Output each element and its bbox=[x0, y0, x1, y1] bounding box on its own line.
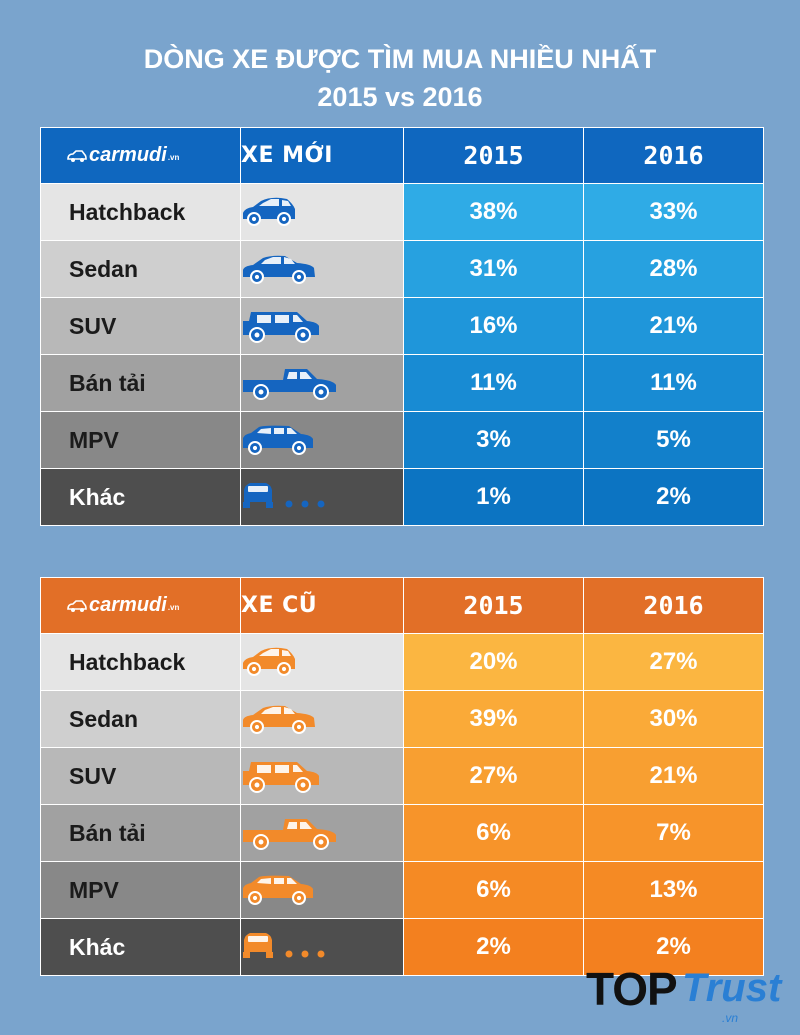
value-2015: 1% bbox=[403, 468, 584, 526]
table-row: SUV 27% 21% bbox=[40, 747, 764, 805]
value-2016: 27% bbox=[583, 633, 764, 691]
other-car-icon bbox=[243, 483, 325, 508]
value-2015: 6% bbox=[403, 804, 584, 862]
carmudi-logo: carmudi .vn bbox=[41, 594, 240, 617]
value-2016: 2% bbox=[583, 468, 764, 526]
page-title: DÒNG XE ĐƯỢC TÌM MUA NHIỀU NHẤT 2015 vs … bbox=[0, 40, 800, 116]
row-icon-cell bbox=[240, 240, 404, 298]
sedan-car-icon bbox=[243, 255, 315, 284]
row-label: SUV bbox=[40, 747, 241, 805]
brand-suffix: .vn bbox=[167, 153, 180, 162]
hatchback-car-icon bbox=[243, 197, 295, 226]
value-2015: 20% bbox=[403, 633, 584, 691]
row-icon-cell bbox=[240, 861, 404, 919]
value-2015: 38% bbox=[403, 183, 584, 241]
value-2015: 3% bbox=[403, 411, 584, 469]
brand-name: carmudi bbox=[89, 594, 167, 616]
title-line-1: DÒNG XE ĐƯỢC TÌM MUA NHIỀU NHẤT bbox=[143, 44, 657, 74]
toptrust-watermark: TOP Trust .vn bbox=[586, 958, 786, 1028]
watermark-domain: .vn bbox=[722, 1011, 739, 1025]
column-header-2015: 2015 bbox=[403, 127, 584, 184]
value-2015: 31% bbox=[403, 240, 584, 298]
suv-car-icon bbox=[243, 762, 319, 793]
table-row: MPV 6% 13% bbox=[40, 861, 764, 919]
value-2016: 5% bbox=[583, 411, 764, 469]
row-icon-cell bbox=[240, 468, 404, 526]
other-car-icon bbox=[243, 933, 325, 958]
row-label: Bán tải bbox=[40, 354, 241, 412]
sedan-car-icon bbox=[243, 705, 315, 734]
brand-name: carmudi bbox=[89, 144, 167, 166]
row-label: MPV bbox=[40, 411, 241, 469]
value-2016: 21% bbox=[583, 747, 764, 805]
value-2016: 2% bbox=[583, 918, 764, 976]
table-row: Bán tải 11% 11% bbox=[40, 354, 764, 412]
value-2015: 39% bbox=[403, 690, 584, 748]
row-icon-cell bbox=[240, 297, 404, 355]
value-2016: 30% bbox=[583, 690, 764, 748]
hatchback-car-icon bbox=[243, 647, 295, 676]
carmudi-logo-icon bbox=[67, 149, 87, 162]
value-2015: 2% bbox=[403, 918, 584, 976]
pickup-truck-icon bbox=[243, 369, 336, 400]
row-icon-cell bbox=[240, 411, 404, 469]
table-row: SUV 16% 21% bbox=[40, 297, 764, 355]
suv-car-icon bbox=[243, 312, 319, 343]
row-label: Hatchback bbox=[40, 633, 241, 691]
table-row: Hatchback 20% 27% bbox=[40, 633, 764, 691]
brand-cell: carmudi .vn bbox=[40, 127, 241, 184]
row-label: Khác bbox=[40, 918, 241, 976]
row-label: Sedan bbox=[40, 240, 241, 298]
value-2015: 27% bbox=[403, 747, 584, 805]
new-cars-table: carmudi .vn XE MỚI 2015 2016 Hatchback 38… bbox=[40, 127, 764, 526]
column-header-2016: 2016 bbox=[583, 577, 764, 634]
value-2016: 7% bbox=[583, 804, 764, 862]
table-header: carmudi .vn XE CŨ 2015 2016 bbox=[40, 577, 764, 634]
value-2016: 28% bbox=[583, 240, 764, 298]
column-header-2016: 2016 bbox=[583, 127, 764, 184]
row-icon-cell bbox=[240, 633, 404, 691]
value-2016: 21% bbox=[583, 297, 764, 355]
category-label: XE MỚI bbox=[240, 127, 404, 184]
mpv-car-icon bbox=[243, 425, 313, 455]
row-label: SUV bbox=[40, 297, 241, 355]
watermark-trust: Trust bbox=[682, 966, 782, 1010]
table-header: carmudi .vn XE MỚI 2015 2016 bbox=[40, 127, 764, 184]
row-icon-cell bbox=[240, 183, 404, 241]
row-icon-cell bbox=[240, 690, 404, 748]
row-icon-cell bbox=[240, 354, 404, 412]
table-row: Khác 1% 2% bbox=[40, 468, 764, 526]
table-row: Sedan 31% 28% bbox=[40, 240, 764, 298]
row-label: MPV bbox=[40, 861, 241, 919]
value-2016: 13% bbox=[583, 861, 764, 919]
table-row: Bán tải 6% 7% bbox=[40, 804, 764, 862]
row-icon-cell bbox=[240, 747, 404, 805]
value-2016: 33% bbox=[583, 183, 764, 241]
table-row: MPV 3% 5% bbox=[40, 411, 764, 469]
watermark-top: TOP bbox=[586, 963, 678, 1015]
value-2015: 16% bbox=[403, 297, 584, 355]
row-icon-cell bbox=[240, 804, 404, 862]
value-2016: 11% bbox=[583, 354, 764, 412]
pickup-truck-icon bbox=[243, 819, 336, 850]
value-2015: 11% bbox=[403, 354, 584, 412]
table-row: Hatchback 38% 33% bbox=[40, 183, 764, 241]
category-label: XE CŨ bbox=[240, 577, 404, 634]
table-row: Khác 2% 2% bbox=[40, 918, 764, 976]
row-label: Khác bbox=[40, 468, 241, 526]
value-2015: 6% bbox=[403, 861, 584, 919]
column-header-2015: 2015 bbox=[403, 577, 584, 634]
used-cars-table: carmudi .vn XE CŨ 2015 2016 Hatchback 20%… bbox=[40, 577, 764, 976]
title-line-2: 2015 vs 2016 bbox=[317, 82, 483, 112]
carmudi-logo: carmudi .vn bbox=[41, 144, 240, 167]
mpv-car-icon bbox=[243, 875, 313, 905]
brand-suffix: .vn bbox=[167, 603, 180, 612]
brand-cell: carmudi .vn bbox=[40, 577, 241, 634]
carmudi-logo-icon bbox=[67, 599, 87, 612]
row-label: Hatchback bbox=[40, 183, 241, 241]
row-icon-cell bbox=[240, 918, 404, 976]
table-row: Sedan 39% 30% bbox=[40, 690, 764, 748]
row-label: Sedan bbox=[40, 690, 241, 748]
row-label: Bán tải bbox=[40, 804, 241, 862]
